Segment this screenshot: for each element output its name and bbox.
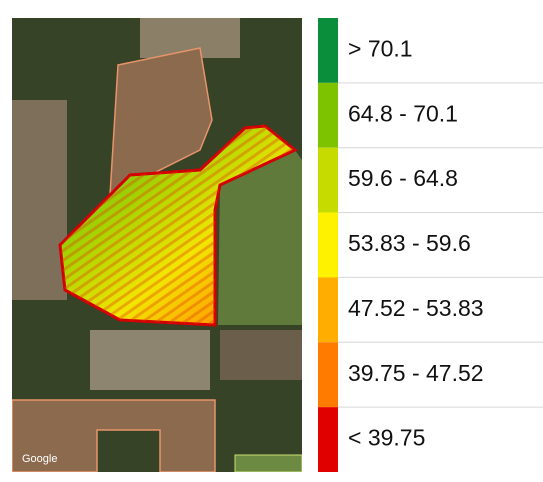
legend-label: 59.6 - 64.8 xyxy=(348,165,458,191)
field xyxy=(12,100,67,300)
legend-label: 64.8 - 70.1 xyxy=(348,100,458,126)
legend-swatch xyxy=(318,407,338,472)
legend-label: 47.52 - 53.83 xyxy=(348,295,484,321)
legend-label: > 70.1 xyxy=(348,36,413,62)
field xyxy=(90,330,210,390)
map-attribution: Google xyxy=(22,453,57,465)
legend-swatch xyxy=(318,18,338,83)
legend: > 70.1 64.8 - 70.1 59.6 - 64.8 53.83 - 59.6… xyxy=(318,18,543,472)
legend-label: 53.83 - 59.6 xyxy=(348,230,471,256)
field xyxy=(220,330,302,380)
legend-swatch xyxy=(318,147,338,213)
field-boundary xyxy=(234,454,302,472)
legend-label: 39.75 - 47.52 xyxy=(348,360,484,386)
legend-swatch xyxy=(318,212,338,278)
yield-texture xyxy=(60,126,295,325)
legend-swatch xyxy=(318,342,338,408)
legend-label: < 39.75 xyxy=(348,425,425,451)
legend-swatch xyxy=(318,82,338,148)
legend-swatch xyxy=(318,277,338,343)
field xyxy=(218,150,302,325)
field-boundary xyxy=(12,399,216,472)
map: Google xyxy=(12,18,302,472)
field-boundary xyxy=(109,47,213,197)
